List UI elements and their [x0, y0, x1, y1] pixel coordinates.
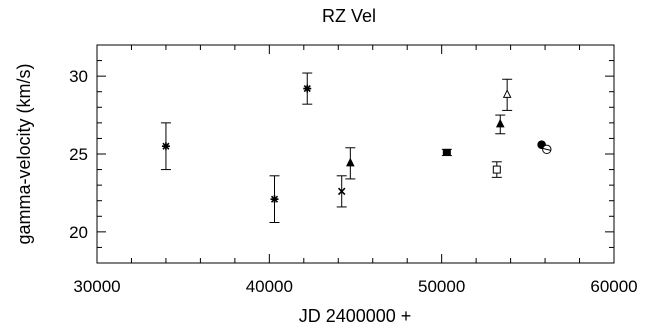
filled-square-marker — [442, 148, 451, 156]
data-point — [336, 175, 347, 208]
data-point — [441, 148, 452, 157]
data-point — [491, 161, 502, 178]
x-tick-label: 40000 — [246, 277, 293, 296]
data-point — [302, 72, 313, 105]
data-point — [160, 122, 171, 171]
data-points — [160, 72, 552, 224]
data-point — [269, 175, 280, 224]
data-point — [542, 144, 552, 155]
asterisk-marker — [270, 195, 279, 204]
axis-ticks — [96, 44, 615, 264]
y-tick-label: 30 — [69, 67, 88, 86]
y-tick-label: 25 — [69, 145, 88, 164]
asterisk-marker — [161, 142, 170, 151]
filled-triangle-marker — [346, 157, 355, 167]
asterisk-marker — [303, 84, 312, 93]
y-axis-label: gamma-velocity (km/s) — [14, 63, 34, 244]
filled-triangle-marker — [495, 118, 505, 128]
x-tick-label: 30000 — [73, 277, 120, 296]
x-tick-label: 50000 — [418, 277, 465, 296]
x-tick-label: 60000 — [590, 277, 637, 296]
cross-marker — [337, 187, 346, 196]
chart-title: RZ Vel — [322, 6, 376, 26]
y-tick-label: 20 — [69, 223, 88, 242]
open-triangle-marker — [502, 89, 512, 98]
open-square-marker — [492, 165, 501, 174]
x-axis-label: JD 2400000 + — [299, 306, 412, 326]
circle-slash — [542, 147, 551, 151]
data-point — [495, 114, 506, 135]
data-point — [502, 78, 513, 111]
data-point — [345, 147, 356, 180]
plot-frame — [96, 44, 615, 264]
tick-labels: 30000 40000 50000 60000 20 25 30 — [69, 67, 638, 296]
